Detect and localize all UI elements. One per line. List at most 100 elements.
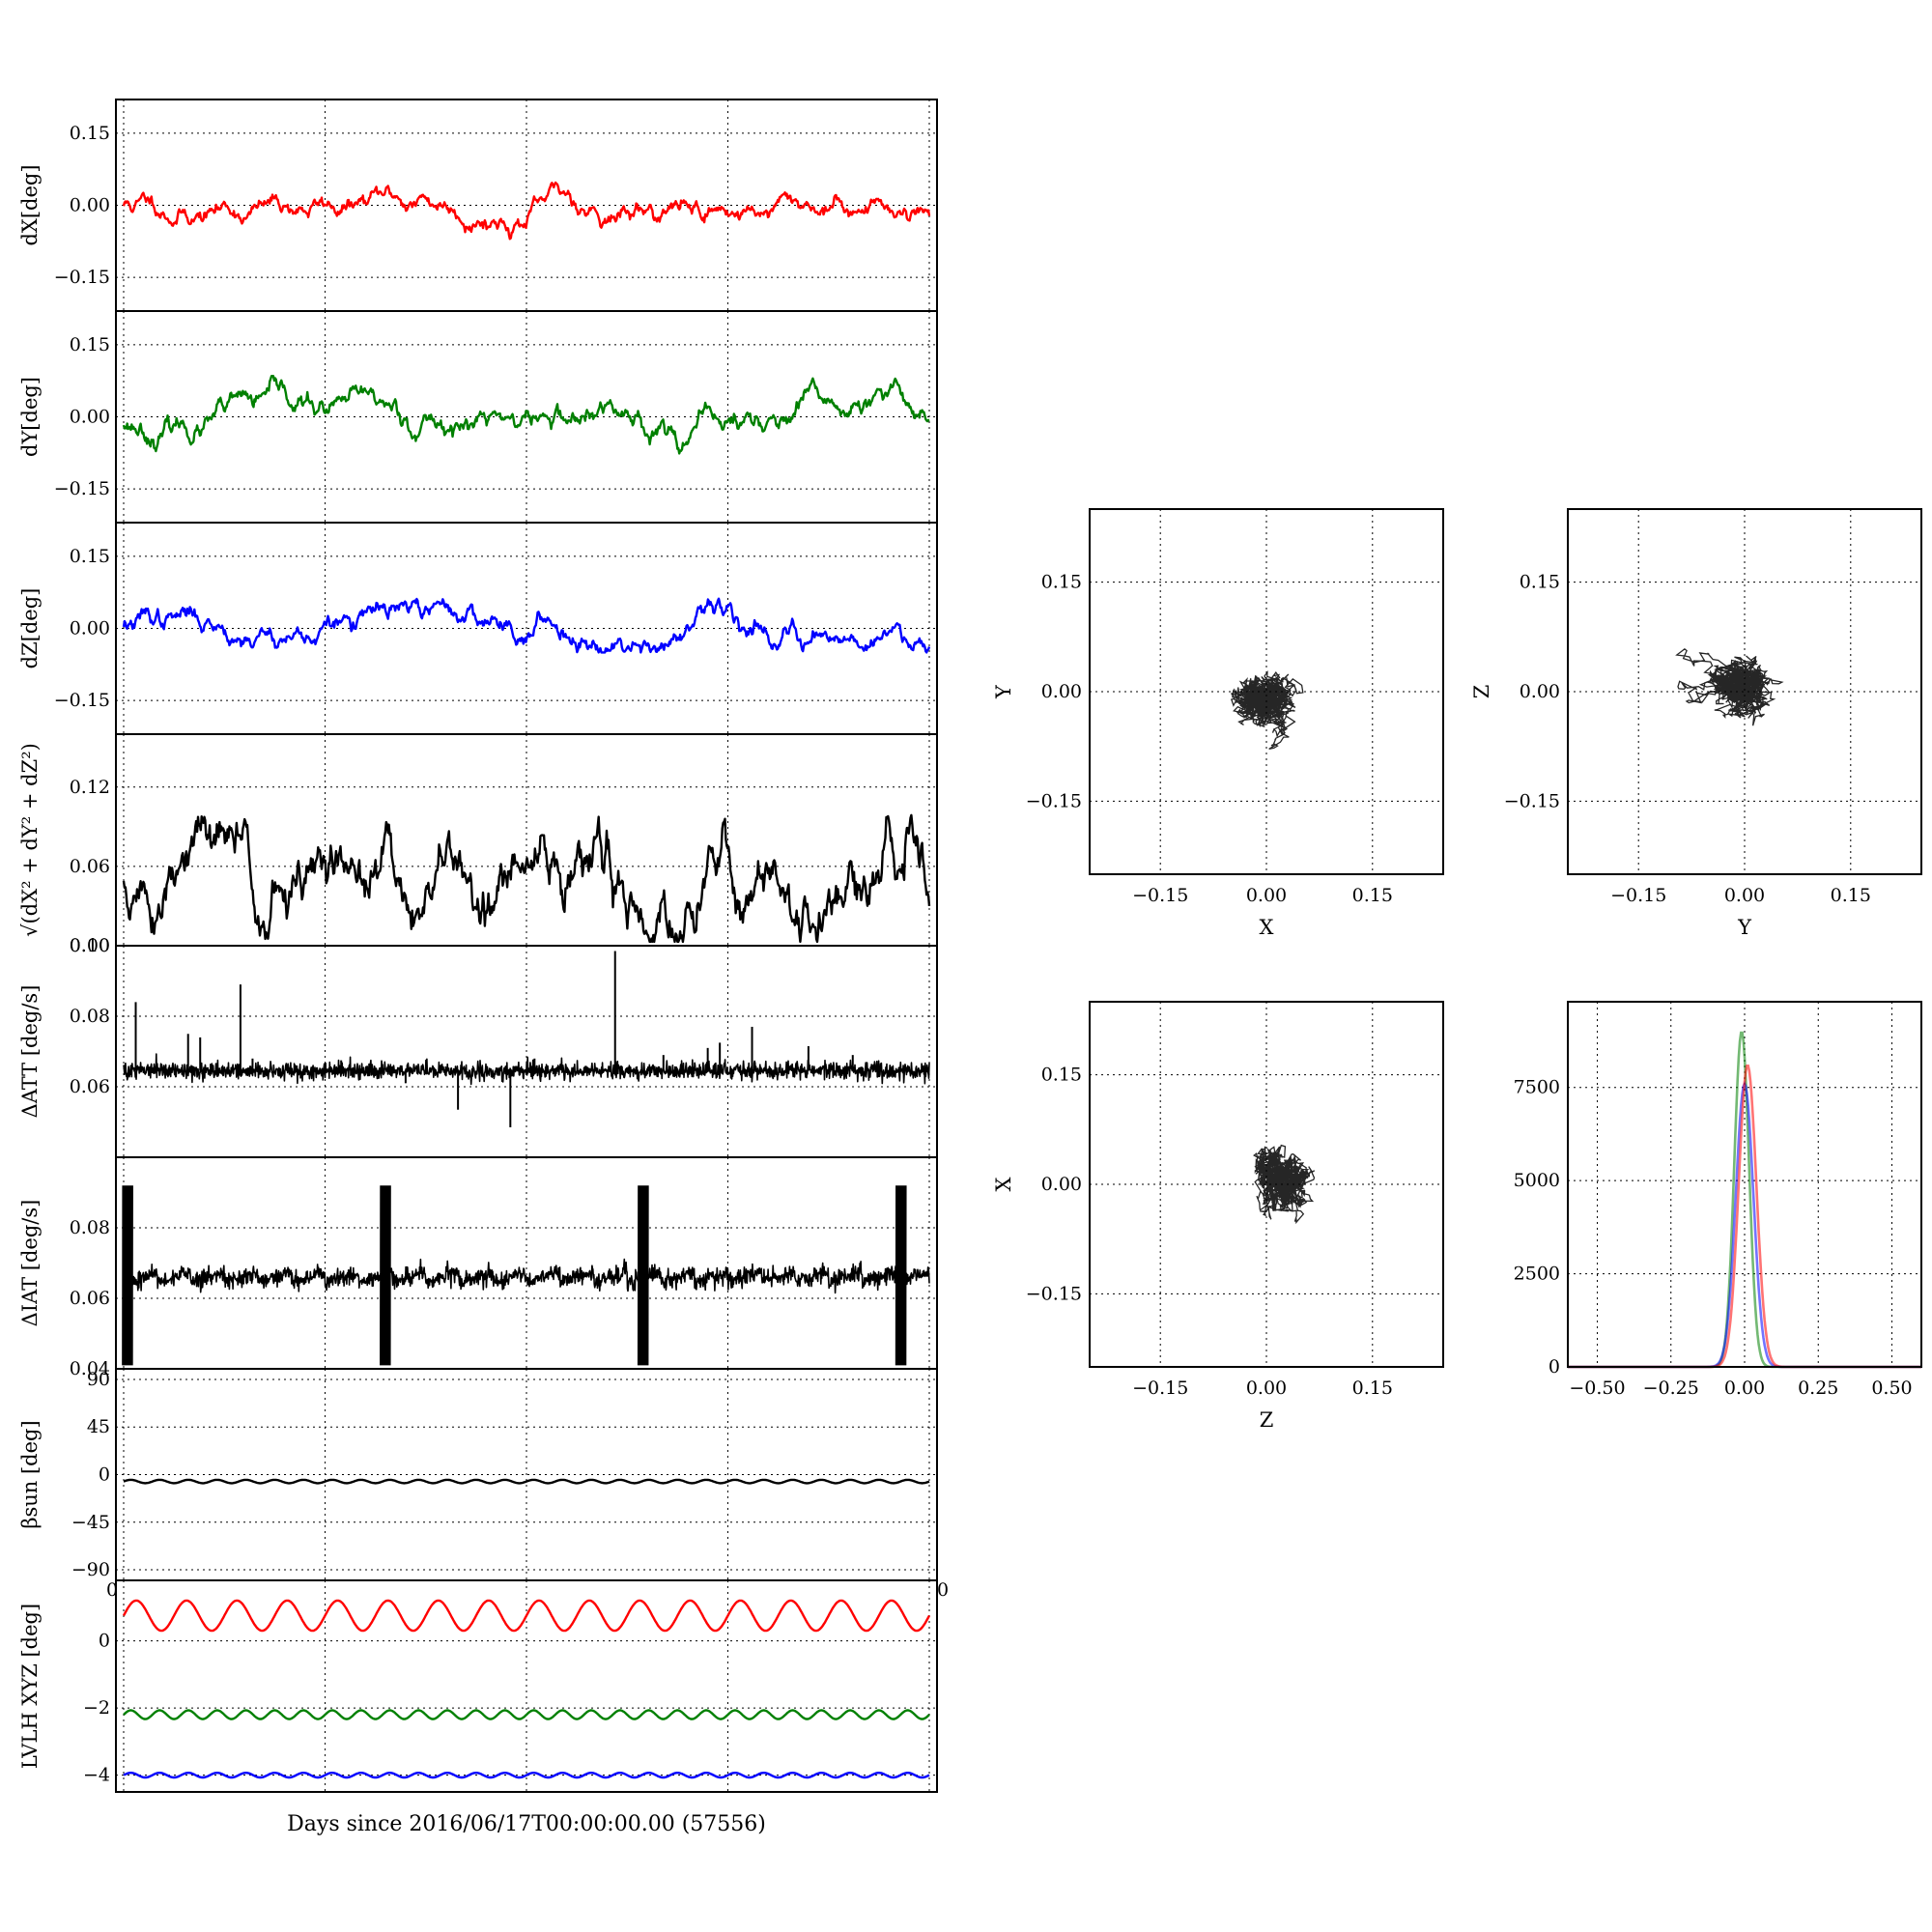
y-axis-label: Y	[992, 684, 1015, 699]
y-tick-label: 0	[99, 1631, 110, 1652]
y-tick-label: 0.06	[70, 1288, 110, 1309]
x-tick-label: −0.15	[1132, 1378, 1188, 1399]
y-tick-label: −0.15	[54, 267, 110, 288]
series-line-lvlh	[123, 1709, 930, 1720]
x-tick-label: −0.50	[1569, 1378, 1625, 1399]
scatter-trace	[1230, 669, 1304, 750]
x-tick-label: 0.00	[1724, 885, 1765, 906]
y-tick-label: −2	[83, 1697, 110, 1719]
y-tick-label: 7500	[1514, 1077, 1560, 1098]
y-axis-label-dx: dX[deg]	[18, 164, 42, 245]
y-axis-label-beta: βsun [deg]	[18, 1420, 42, 1528]
y-axis-label-dr: √(dX² + dY² + dZ²)	[18, 743, 42, 937]
panel-datt: 0.10 0.08 0.06 ΔATT [deg/s]	[18, 935, 938, 1158]
axes-frame	[1089, 508, 1444, 875]
y-tick-label: 0.15	[70, 123, 110, 144]
y-tick-label: 0.08	[70, 1006, 110, 1027]
x-tick-label: 0.50	[1871, 1378, 1912, 1399]
y-tick-label: 0.00	[70, 195, 110, 216]
panel-dy: 0.15 0.00 −0.15 dY[deg]	[18, 310, 938, 524]
y-tick-label: 0.15	[1041, 572, 1082, 593]
y-tick-label: 0.00	[70, 407, 110, 428]
axes-frame	[115, 1579, 938, 1793]
x-tick-label: −0.25	[1643, 1378, 1699, 1399]
y-axis-label: Z	[1470, 685, 1493, 699]
y-tick-label: 0.00	[1041, 1174, 1082, 1195]
scatter-trace	[1253, 1144, 1316, 1225]
y-tick-label: 0.04	[70, 1358, 110, 1379]
x-tick-label: 0.00	[1724, 1378, 1765, 1399]
y-tick-label: 0.08	[70, 1217, 110, 1238]
panel-diat: 0.08 0.06 0.04 ΔIAT [deg/s]	[18, 1156, 938, 1379]
x-axis-label: Z	[1260, 1408, 1274, 1432]
y-axis-label-lvlh: LVLH XYZ [deg]	[18, 1604, 42, 1769]
scatter-panel-zx: −0.15 −0.15 0.00 0.00 0.15 0.15 Z X	[992, 1001, 1444, 1432]
series-line-dr	[122, 813, 931, 944]
panel-dz: 0.15 0.00 −0.15 dZ[deg]	[18, 522, 938, 735]
y-tick-label: 5000	[1514, 1170, 1560, 1191]
series-line-lvlh	[122, 1599, 931, 1633]
x-tick-label: −0.15	[1132, 885, 1188, 906]
y-tick-label: −0.15	[1026, 790, 1082, 811]
axes-frame	[1567, 508, 1922, 875]
y-tick-label: 0.06	[70, 1076, 110, 1097]
y-axis-label-datt: ΔATT [deg/s]	[18, 985, 42, 1119]
y-axis-label: X	[992, 1177, 1015, 1191]
y-axis-label-diat: ΔIAT [deg/s]	[18, 1200, 42, 1327]
y-tick-label: 0.12	[70, 777, 110, 798]
y-tick-label: 0.00	[70, 935, 110, 956]
shared-x-axis-label: Days since 2016/06/17T00:00:00.00 (57556…	[287, 1812, 766, 1836]
y-axis-label-dy: dY[deg]	[18, 377, 42, 457]
y-tick-label: 0.00	[1041, 681, 1082, 702]
scatter-panel-yz: −0.15 −0.15 0.00 0.00 0.15 0.15 Y Z	[1470, 508, 1922, 939]
x-axis-label: X	[1260, 916, 1274, 939]
y-tick-label: −4	[83, 1765, 110, 1786]
axes-frame	[1089, 1001, 1444, 1368]
x-tick-label: 0.00	[1246, 885, 1287, 906]
series-line-beta	[123, 1478, 930, 1485]
panel-beta: 90 45 0 −45 −90 βsun [deg]	[18, 1368, 938, 1581]
x-tick-label: 0.25	[1798, 1378, 1838, 1399]
y-tick-label: −45	[71, 1512, 110, 1533]
timeseries-stack: 0.15 0.00 −0.15 dX[deg] 0.15 0.00 −0.15 dY[deg]…	[18, 99, 949, 1793]
axes-frame	[1567, 1001, 1922, 1368]
scatter-trace	[1675, 647, 1784, 726]
series-line-lvlh	[123, 1771, 930, 1779]
series-line-dy	[122, 375, 930, 455]
series-line-dx	[122, 181, 931, 241]
x-tick-label: 0	[937, 1579, 949, 1601]
y-tick-label: −0.15	[54, 478, 110, 499]
y-tick-label: −0.15	[1504, 790, 1560, 811]
histogram-series	[1568, 1080, 1921, 1369]
y-tick-label: 0.15	[70, 334, 110, 355]
x-tick-label: 0.15	[1352, 885, 1393, 906]
x-tick-label: −0.15	[1610, 885, 1666, 906]
y-tick-label: 90	[87, 1369, 110, 1390]
x-tick-label: 0.15	[1352, 1378, 1393, 1399]
x-tick-label: 0.00	[1246, 1378, 1287, 1399]
panel-dx: 0.15 0.00 −0.15 dX[deg]	[18, 99, 938, 312]
y-tick-label: −0.15	[54, 690, 110, 711]
y-tick-label: 0.10	[70, 935, 110, 956]
y-tick-label: 0.15	[70, 546, 110, 567]
y-tick-label: 0	[1548, 1356, 1560, 1378]
scatter-panel-xy: −0.15 −0.15 0.00 0.00 0.15 0.15 X Y	[992, 508, 1444, 939]
panel-dr: 0.12 0.06 0.00 √(dX² + dY² + dZ²)	[18, 733, 938, 956]
panel-lvlh: 0 −2 −4 LVLH XYZ [deg] 0 0	[18, 1579, 949, 1793]
x-axis-label: Y	[1737, 916, 1752, 939]
y-axis-label-dz: dZ[deg]	[18, 588, 42, 669]
y-tick-label: 2500	[1514, 1264, 1560, 1285]
x-tick-label: 0.15	[1831, 885, 1871, 906]
histogram-panel: −0.50 −0.25 0.00 0.25 0.50 7500 5000 2500 0	[1514, 1001, 1922, 1399]
y-tick-label: −0.15	[1026, 1283, 1082, 1304]
y-tick-label: 0.00	[1520, 681, 1560, 702]
y-tick-label: −90	[71, 1559, 110, 1580]
y-tick-label: 0.15	[1520, 572, 1560, 593]
series-line-datt	[123, 1053, 930, 1086]
y-tick-label: 0.00	[70, 618, 110, 639]
y-tick-label: 0.15	[1041, 1065, 1082, 1086]
x-tick-label: 0	[106, 1579, 118, 1601]
y-tick-label: 0	[99, 1464, 110, 1486]
scatter-grid: −0.15 −0.15 0.00 0.00 0.15 0.15 X Y −0.15 −0.15 0.…	[992, 508, 1922, 1432]
